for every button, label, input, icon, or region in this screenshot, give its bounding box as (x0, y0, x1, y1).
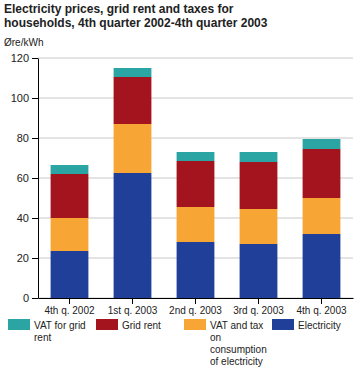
tick-mark (195, 298, 196, 304)
bar (303, 234, 341, 298)
bar (240, 244, 278, 298)
bar (114, 173, 152, 298)
bar (177, 242, 215, 298)
title: Electricity prices, grid rent and taxes … (4, 2, 268, 30)
tick-mark (32, 298, 38, 299)
tick-label: 60 (17, 172, 29, 184)
tick-mark (32, 218, 38, 219)
tick-mark (258, 298, 259, 304)
bar (303, 139, 341, 149)
tick: 1st q. 2003 (108, 298, 158, 316)
bar (177, 161, 215, 207)
bar (51, 165, 89, 174)
tick-mark (32, 178, 38, 179)
bar (177, 207, 215, 242)
tick-label: 4th q. 2002 (44, 305, 94, 316)
bar (51, 218, 89, 251)
legend-swatch (184, 319, 206, 330)
tick: 4th q. 2002 (44, 298, 94, 316)
legend-label: VAT and taxonconsumptionof electricity (210, 320, 267, 367)
series (51, 124, 341, 251)
tick-label: 0 (23, 292, 29, 304)
tick-label: 1st q. 2003 (108, 305, 158, 316)
tick: 2nd q. 2003 (169, 298, 222, 316)
legend-swatch (272, 319, 294, 330)
tick-label: 80 (17, 132, 29, 144)
tick-label: 40 (17, 212, 29, 224)
y-axis-label: Øre/kWh (4, 37, 43, 48)
tick-mark (69, 298, 70, 304)
tick: 20 (17, 252, 38, 264)
tick-label: 2nd q. 2003 (169, 305, 222, 316)
legend-label: Electricity (298, 320, 341, 331)
legend-swatch (8, 319, 30, 330)
bars (51, 68, 341, 298)
y-axis: 0 20 40 60 80 100 120 (11, 52, 39, 304)
chart: Electricity prices, grid rent and taxes … (0, 0, 363, 371)
bar (240, 152, 278, 162)
grid-line (38, 58, 353, 59)
tick-mark (32, 58, 38, 59)
grid-line (38, 138, 353, 139)
tick: 80 (17, 132, 38, 144)
x-axis: 4th q. 2002 1st q. 2003 2nd q. 2003 3rd q. … (39, 298, 354, 316)
bar (114, 77, 152, 124)
bar (240, 209, 278, 244)
series (51, 77, 341, 218)
tick-mark (32, 138, 38, 139)
tick: 60 (17, 172, 38, 184)
legend-label: Grid rent (122, 320, 161, 331)
bar (303, 198, 341, 234)
bar (114, 124, 152, 173)
bar (177, 152, 215, 161)
tick-label: 4th q. 2003 (296, 305, 346, 316)
tick-mark (132, 298, 133, 304)
grid-line (38, 98, 353, 99)
bar (303, 149, 341, 198)
tick: 4th q. 2003 (296, 298, 346, 316)
bar (51, 174, 89, 218)
legend-label: VAT for gridrent (34, 320, 86, 343)
tick-label: 20 (17, 252, 29, 264)
tick-label: 100 (11, 92, 29, 104)
bar (240, 162, 278, 209)
grid (38, 58, 353, 298)
legend-swatch (96, 319, 118, 330)
plot: 0 20 40 60 80 100 120 4th q. 2002 1st q. 2003 2nd… (11, 52, 354, 316)
tick-label: 3rd q. 2003 (233, 305, 284, 316)
series (51, 68, 341, 174)
tick: 100 (11, 92, 38, 104)
tick-mark (32, 258, 38, 259)
tick: 120 (11, 52, 38, 64)
tick-label: 120 (11, 52, 29, 64)
axis-line (38, 59, 39, 299)
bar (51, 251, 89, 298)
tick: 0 (23, 292, 38, 304)
tick-mark (321, 298, 322, 304)
tick: 3rd q. 2003 (233, 298, 284, 316)
tick: 40 (17, 212, 38, 224)
legend: VAT for gridrent Grid rent VAT and taxonco… (8, 319, 341, 367)
tick-mark (32, 98, 38, 99)
bar (114, 68, 152, 77)
